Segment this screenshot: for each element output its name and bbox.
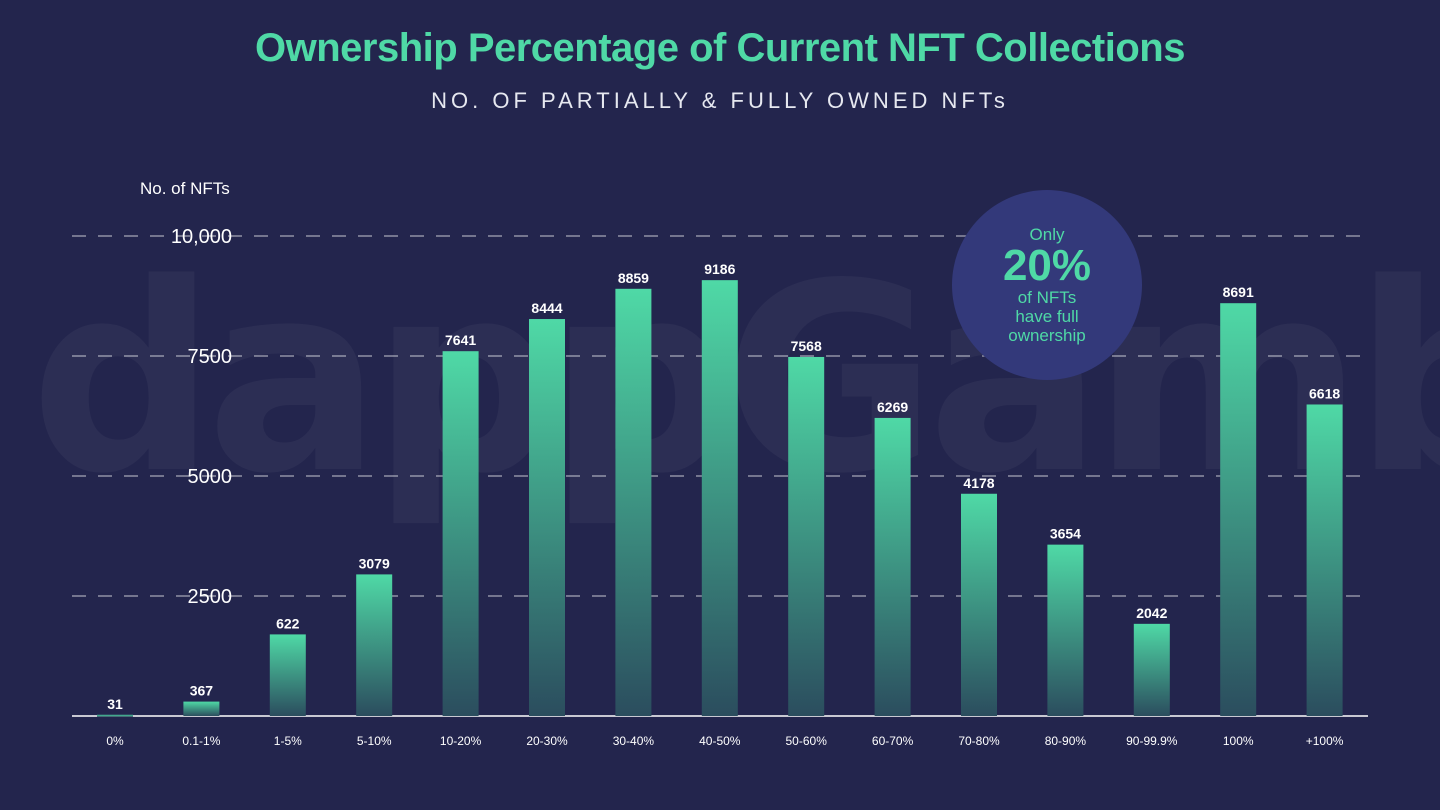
bar <box>356 574 393 716</box>
bar <box>97 714 133 717</box>
y-tick-label: 5000 <box>188 466 233 488</box>
y-tick-label: 7500 <box>188 346 233 368</box>
y-axis-label: No. of NFTs <box>140 179 230 198</box>
x-tick-label: 10-20% <box>440 734 482 748</box>
bar <box>183 701 220 716</box>
x-tick-label: 80-90% <box>1045 734 1087 748</box>
x-tick-label: 70-80% <box>958 734 1000 748</box>
bar <box>615 288 652 716</box>
chart-title: Ownership Percentage of Current NFT Coll… <box>255 26 1185 70</box>
callout-line4: ownership <box>1008 326 1086 345</box>
bar <box>1306 404 1343 716</box>
bar-value-label: 622 <box>276 615 300 631</box>
bar-value-label: 8444 <box>531 300 562 316</box>
bar-value-label: 9186 <box>704 261 735 277</box>
bar <box>788 356 825 716</box>
bar <box>442 351 479 716</box>
callout-line2: of NFTs <box>1017 288 1077 307</box>
bar-value-label: 367 <box>190 683 214 699</box>
x-tick-label: 30-40% <box>613 734 655 748</box>
bar <box>1047 544 1084 716</box>
bar-value-label: 8859 <box>618 270 649 286</box>
y-tick-label: 10,000 <box>171 226 232 248</box>
bar <box>269 634 306 716</box>
callout-line3: have full <box>1015 307 1079 326</box>
bar-value-label: 8691 <box>1223 284 1254 300</box>
bar <box>1220 303 1257 716</box>
x-tick-label: 60-70% <box>872 734 914 748</box>
x-tick-label: 20-30% <box>526 734 568 748</box>
x-tick-label: 1-5% <box>274 734 302 748</box>
x-tick-label: 100% <box>1223 734 1254 748</box>
bar-value-label: 3654 <box>1050 526 1081 542</box>
bar-value-label: 3079 <box>359 555 390 571</box>
bar-value-label: 7641 <box>445 332 476 348</box>
bar-value-label: 2042 <box>1136 605 1167 621</box>
x-tick-label: 0.1-1% <box>182 734 220 748</box>
bar-value-label: 7568 <box>791 338 822 354</box>
x-tick-label: 0% <box>106 734 124 748</box>
bar-value-label: 4178 <box>963 475 994 491</box>
chart-subtitle: NO. OF PARTIALLY & FULLY OWNED NFTs <box>431 88 1009 113</box>
bar <box>529 319 565 716</box>
x-tick-label: +100% <box>1306 734 1344 748</box>
x-tick-label: 50-60% <box>786 734 828 748</box>
bar-value-label: 6618 <box>1309 385 1340 401</box>
bar <box>701 280 738 716</box>
bar <box>874 417 911 716</box>
x-tick-label: 90-99.9% <box>1126 734 1178 748</box>
bar-value-label: 6269 <box>877 399 908 415</box>
y-tick-label: 2500 <box>188 586 233 608</box>
ownership-callout: Only 20% of NFTs have full ownership <box>952 190 1142 380</box>
bar <box>1133 623 1170 716</box>
x-tick-label: 40-50% <box>699 734 741 748</box>
callout-percent: 20% <box>1002 241 1092 290</box>
bar-value-label: 31 <box>107 696 123 712</box>
callout-only: Only <box>1029 225 1065 244</box>
bar <box>961 493 997 716</box>
x-tick-label: 5-10% <box>357 734 392 748</box>
